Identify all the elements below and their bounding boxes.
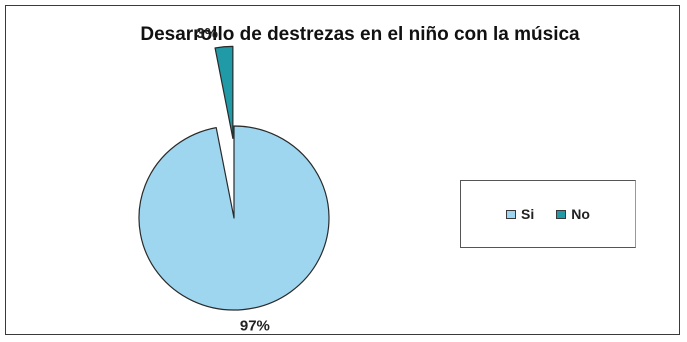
chart-title: Desarrollo de destrezas en el niño con l… (140, 24, 580, 45)
data-label-si: 97% (240, 318, 270, 335)
legend-swatch-no (556, 209, 567, 219)
chart-frame (5, 5, 680, 335)
pie-slice-si (138, 125, 330, 311)
legend-label-no: No (571, 206, 590, 222)
legend-entry-si: Si (506, 206, 534, 222)
chart-legend: Si No (460, 180, 636, 248)
legend-label-si: Si (521, 206, 535, 222)
data-label-no: 3% (196, 25, 218, 42)
legend-swatch-si (506, 209, 517, 219)
pie-slice-no (214, 45, 234, 139)
legend-entry-no: No (556, 206, 590, 222)
